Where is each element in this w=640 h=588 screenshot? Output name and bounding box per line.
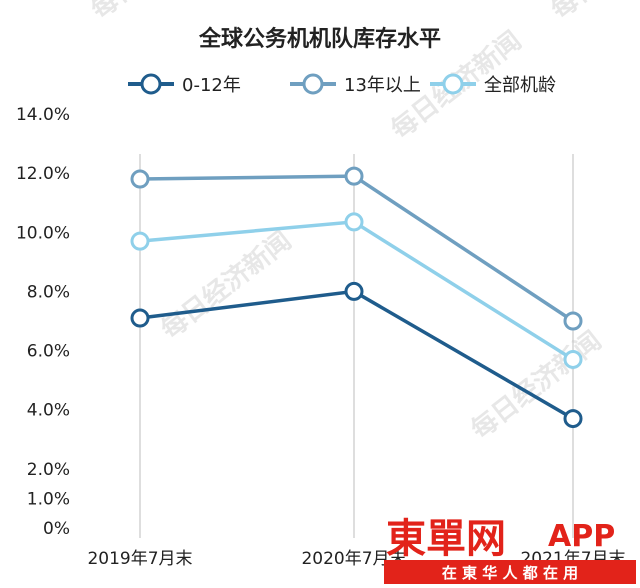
watermark-text: 每日经济新闻 <box>85 0 227 26</box>
chart-title: 全球公务机机队库存水平 <box>198 26 441 52</box>
data-point <box>563 349 583 369</box>
y-tick-label: 0% <box>43 519 70 539</box>
legend-marker <box>302 73 324 95</box>
y-tick-label: 8.0% <box>27 282 70 302</box>
y-tick-label: 10.0% <box>16 223 70 243</box>
y-tick-label: 14.0% <box>16 105 70 125</box>
data-point <box>130 231 150 251</box>
y-tick-label: 2.0% <box>27 460 70 480</box>
data-point <box>563 311 583 331</box>
legend-label: 全部机龄 <box>484 75 556 96</box>
y-tick-label: 12.0% <box>16 164 70 184</box>
logo-sub-background <box>384 560 636 584</box>
watermark-text: 每日经济新闻 <box>155 225 297 345</box>
y-tick-label: 4.0% <box>27 401 70 421</box>
data-point <box>130 169 150 189</box>
watermark-text: 每日经济新闻 <box>545 0 640 26</box>
legend-marker <box>140 73 162 95</box>
x-axis: 2019年7月末 2020年7月末 2021年7月末 <box>87 154 626 569</box>
app-logo: 東單网 APP 在 東 华 人 都 在 用 <box>384 516 636 584</box>
data-point <box>344 166 364 186</box>
data-point <box>130 308 150 328</box>
legend-label: 0-12年 <box>182 75 241 96</box>
x-tick-label: 2019年7月末 <box>87 549 192 569</box>
data-points <box>130 166 583 429</box>
logo-main-text: 東單网 <box>386 516 506 562</box>
data-point <box>344 281 364 301</box>
data-point <box>344 212 364 232</box>
y-axis-ticks: 0% 1.0% 2.0% 4.0% 6.0% 8.0% 10.0% 12.0% 14.0% <box>16 105 70 539</box>
y-tick-label: 6.0% <box>27 342 70 362</box>
legend: 0-12年 13年以上 全部机龄 <box>128 73 556 96</box>
data-point <box>563 409 583 429</box>
logo-app-text: APP <box>548 519 615 554</box>
y-tick-label: 1.0% <box>27 489 70 509</box>
logo-sub-text: 在 東 华 人 都 在 用 <box>442 564 578 582</box>
watermark-text: 每日经济新闻 <box>465 325 607 445</box>
legend-marker <box>442 73 464 95</box>
x-tick-label: 2020年7月末 <box>301 549 406 569</box>
legend-label: 13年以上 <box>344 75 421 96</box>
